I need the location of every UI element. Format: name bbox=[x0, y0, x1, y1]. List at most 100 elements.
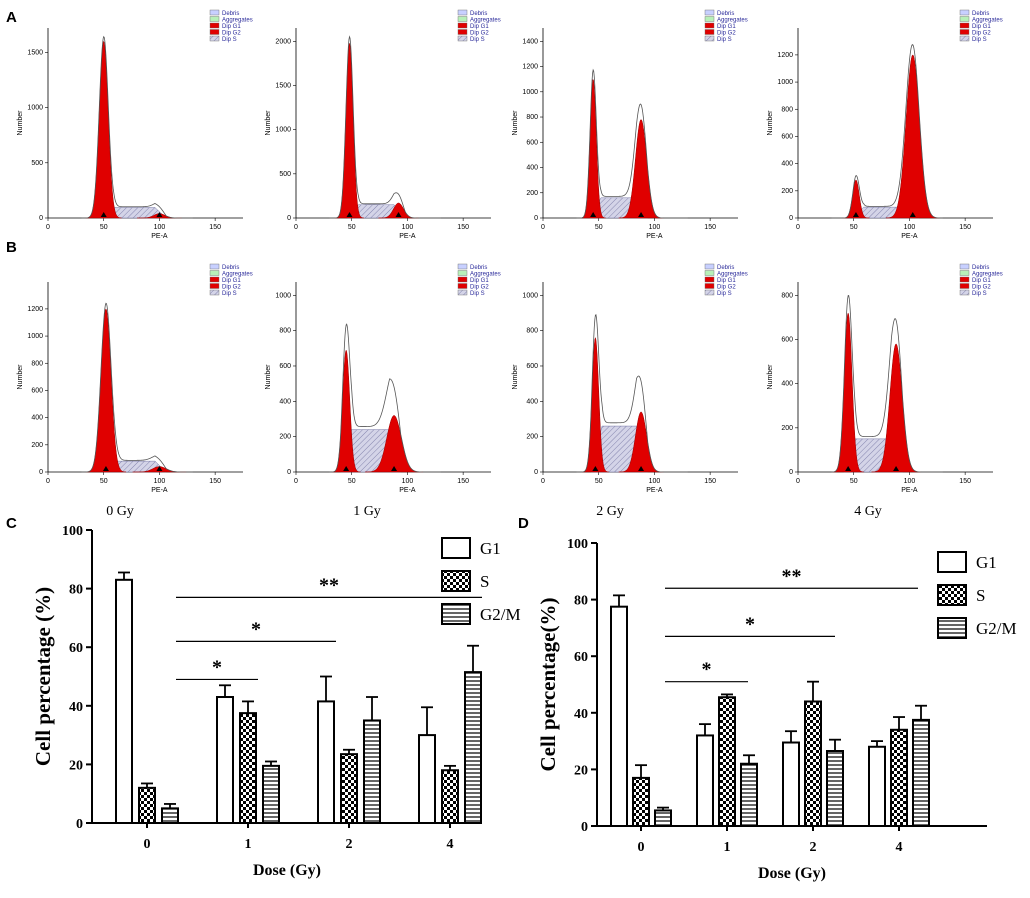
peak-marker bbox=[592, 466, 599, 471]
legend-swatch bbox=[441, 570, 471, 592]
legend-swatch bbox=[209, 35, 220, 42]
legend-label: Dip G2 bbox=[972, 30, 991, 36]
legend-label: Dip G2 bbox=[717, 30, 736, 36]
y-tick-label: 1000 bbox=[275, 292, 291, 299]
x-tick-label: 100 bbox=[154, 224, 166, 231]
x-tick-label: 1 bbox=[245, 837, 252, 852]
y-tick-label: 0 bbox=[287, 215, 291, 222]
peak-marker bbox=[638, 466, 645, 471]
y-tick-label: 200 bbox=[781, 425, 793, 432]
legend-label: Aggregates bbox=[470, 271, 501, 277]
significance-label: * bbox=[212, 656, 222, 678]
x-tick-label: 50 bbox=[850, 478, 858, 485]
x-tick-label: 100 bbox=[649, 478, 661, 485]
legend-label: Debris bbox=[972, 265, 989, 271]
legend-label: Dip S bbox=[222, 37, 237, 43]
legend-label: Debris bbox=[717, 265, 734, 271]
y-tick-label: 0 bbox=[581, 820, 588, 835]
histogram-a-0: 0 500 1000 1500 0 50 100 150 PE-A Number DebrisAgg… bbox=[17, 9, 253, 240]
legend-label: Debris bbox=[470, 11, 487, 17]
legend-label: Dip G2 bbox=[470, 284, 489, 290]
histogram-a-3: 0 200 400 600 800 1000 1200 0 50 100 150 PE-A Number… bbox=[767, 9, 1003, 240]
legend-swatch bbox=[959, 270, 970, 276]
significance-label: * bbox=[745, 613, 755, 635]
histogram-envelope bbox=[576, 68, 688, 219]
y-tick-label: 1200 bbox=[27, 306, 43, 313]
y-axis-label: Number bbox=[767, 110, 774, 136]
legend-label: Dip G1 bbox=[222, 278, 241, 284]
peak-marker bbox=[909, 212, 916, 217]
bar-g1-0 bbox=[610, 605, 628, 827]
legend-label: Dip G2 bbox=[222, 30, 241, 36]
legend-label: Dip S bbox=[972, 291, 987, 297]
legend-label: Dip G1 bbox=[717, 24, 736, 30]
bar-g1-1 bbox=[216, 696, 234, 825]
legend-swatch bbox=[937, 584, 967, 606]
y-tick-label: 80 bbox=[574, 594, 588, 609]
legend-label: Aggregates bbox=[972, 17, 1003, 23]
y-tick-label: 400 bbox=[781, 161, 793, 168]
x-axis-label: Dose (Gy) bbox=[758, 865, 826, 882]
y-tick-label: 1500 bbox=[275, 82, 291, 89]
legend-label: Debris bbox=[717, 11, 734, 17]
peak-marker bbox=[590, 212, 597, 217]
legend-swatch bbox=[959, 29, 970, 35]
legend-swatch bbox=[209, 22, 220, 29]
legend-swatch bbox=[457, 283, 468, 289]
y-axis-label: Number bbox=[17, 364, 24, 390]
y-axis-label: Number bbox=[512, 110, 519, 136]
bar-g1-2 bbox=[782, 741, 800, 828]
y-tick-label: 20 bbox=[574, 763, 588, 778]
y-tick-label: 200 bbox=[526, 434, 538, 441]
y-tick-label: 1000 bbox=[522, 89, 538, 96]
legend-swatch bbox=[209, 283, 220, 289]
y-axis-label: Cell percentage(%) bbox=[536, 598, 560, 772]
bar-g2m-4 bbox=[912, 718, 930, 827]
legend-swatch bbox=[457, 16, 468, 22]
legend-label: G2/M bbox=[480, 605, 521, 624]
histogram-envelope bbox=[329, 35, 441, 219]
x-tick-label: 150 bbox=[209, 478, 221, 485]
legend-swatch bbox=[704, 276, 715, 283]
y-tick-label: 800 bbox=[781, 106, 793, 113]
legend-label: Debris bbox=[222, 265, 239, 271]
y-tick-label: 400 bbox=[526, 398, 538, 405]
bar-s-1 bbox=[718, 696, 736, 827]
y-axis-label: Number bbox=[265, 364, 272, 390]
legend-swatch bbox=[704, 35, 715, 42]
y-tick-label: 100 bbox=[62, 524, 83, 539]
x-tick-label: 0 bbox=[144, 837, 151, 852]
legend-swatch bbox=[209, 29, 220, 35]
legend-label: Dip G2 bbox=[222, 284, 241, 290]
y-tick-label: 200 bbox=[279, 434, 291, 441]
peak-marker bbox=[395, 212, 402, 217]
significance-label: ** bbox=[319, 574, 339, 596]
significance-label: * bbox=[251, 618, 261, 640]
y-tick-label: 600 bbox=[279, 363, 291, 370]
x-tick-label: 1 bbox=[724, 840, 731, 855]
x-axis-label: PE-A bbox=[399, 487, 416, 494]
y-tick-label: 500 bbox=[279, 171, 291, 178]
x-tick-label: 100 bbox=[649, 224, 661, 231]
legend-label: G1 bbox=[480, 539, 501, 558]
legend-label: Dip G1 bbox=[222, 24, 241, 30]
y-tick-label: 200 bbox=[31, 442, 43, 449]
legend-swatch bbox=[209, 9, 220, 16]
bar-g2m-0 bbox=[161, 807, 179, 824]
x-tick-label: 0 bbox=[294, 478, 298, 485]
x-tick-label: 2 bbox=[346, 837, 353, 852]
bar-s-1 bbox=[239, 712, 257, 824]
bar-chart-d: 0 20 40 60 80 100 Cell percentage(%) Dose (Gy) 0… bbox=[536, 537, 1017, 882]
legend-label: Dip S bbox=[222, 291, 237, 297]
x-axis-label: PE-A bbox=[901, 233, 918, 240]
legend-swatch bbox=[704, 270, 715, 276]
legend-swatch bbox=[209, 289, 220, 296]
peak-marker bbox=[346, 212, 353, 217]
y-tick-label: 400 bbox=[526, 165, 538, 172]
y-tick-label: 500 bbox=[31, 160, 43, 167]
x-tick-label: 50 bbox=[850, 224, 858, 231]
legend-label: G2/M bbox=[976, 619, 1017, 638]
x-tick-label: 100 bbox=[904, 224, 916, 231]
dose-label-1: 1 Gy bbox=[353, 504, 381, 519]
